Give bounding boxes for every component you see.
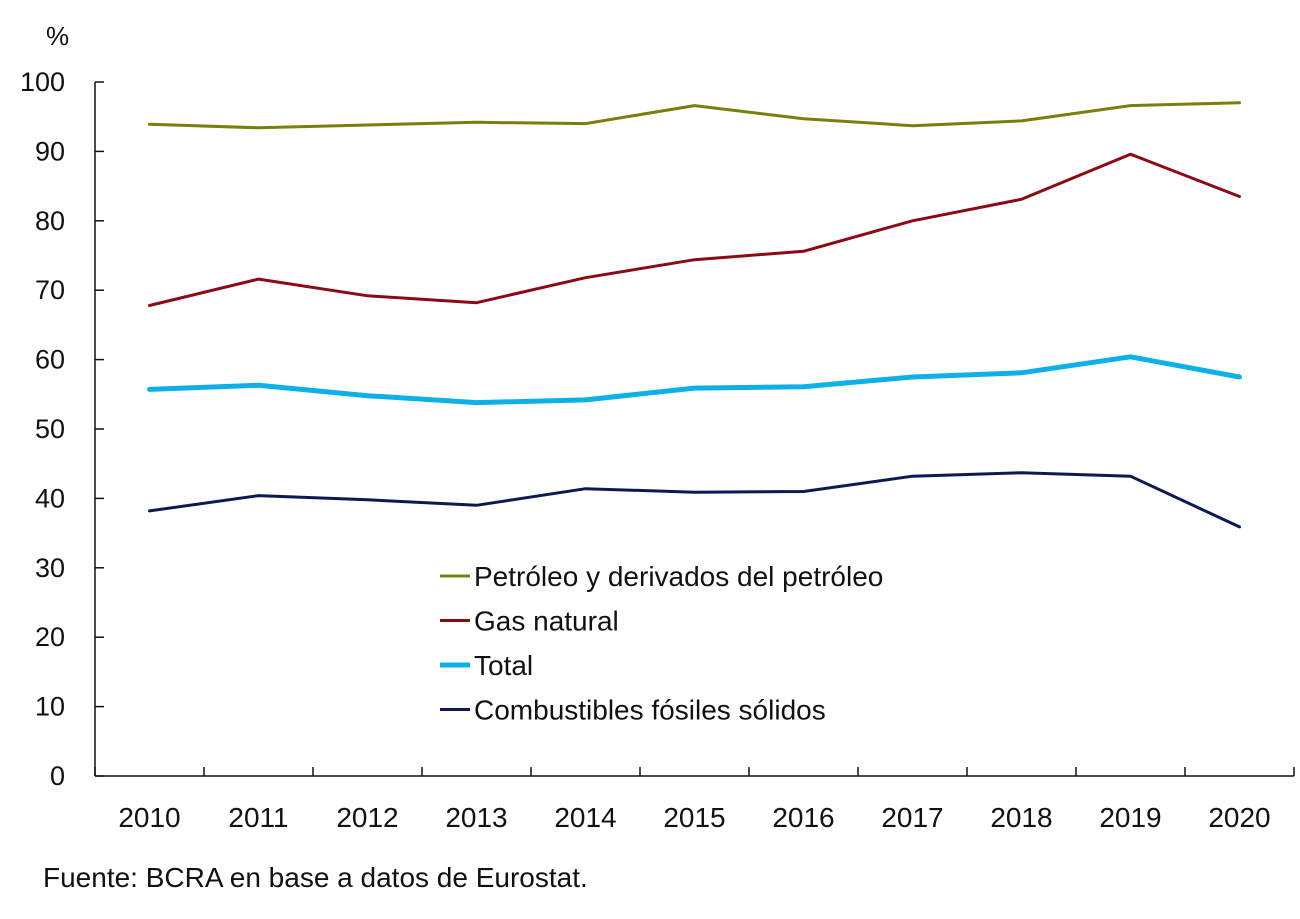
y-tick-label: 50: [35, 414, 65, 444]
axes: [94, 82, 1294, 777]
y-tick-label: 80: [35, 206, 65, 236]
series-lines: [147, 101, 1242, 529]
legend-label: Combustibles fósiles sólidos: [474, 695, 826, 726]
y-tick-label: 30: [35, 553, 65, 583]
x-tick-label: 2013: [445, 802, 507, 833]
x-tick-label: 2012: [336, 802, 398, 833]
y-tick-label: 20: [35, 622, 65, 652]
series-line: [148, 152, 1241, 307]
x-axis-ticks: 2010 2011 2012 2013 2014 2015 2016 2017 2018 2019…: [94, 767, 1295, 833]
y-tick-label: 60: [35, 345, 65, 375]
series-line: [148, 471, 1241, 529]
y-tick-label: 0: [50, 761, 65, 791]
y-tick-label: 70: [35, 275, 65, 305]
x-tick-label: 2019: [1099, 802, 1161, 833]
x-tick-label: 2016: [772, 802, 834, 833]
x-tick-label: 2018: [990, 802, 1052, 833]
y-tick-label: 100: [20, 67, 65, 97]
x-tick-label: 2014: [554, 802, 616, 833]
series-line: [147, 354, 1242, 406]
legend-label: Petróleo y derivados del petróleo: [474, 561, 883, 592]
legend: Petróleo y derivados del petróleo Gas nat…: [440, 561, 883, 726]
y-tick-label: 90: [35, 136, 65, 166]
x-tick-label: 2015: [663, 802, 725, 833]
x-tick-label: 2017: [881, 802, 943, 833]
legend-label: Gas natural: [474, 606, 619, 637]
y-tick-label: 40: [35, 483, 65, 513]
legend-label: Total: [474, 650, 533, 681]
series-line: [148, 101, 1241, 130]
x-tick-label: 2010: [118, 802, 180, 833]
y-axis-unit-label: %: [46, 21, 69, 51]
y-axis-ticks: 0 10 20 30 40 50 60 70 80 90 100: [20, 67, 104, 791]
x-tick-label: 2011: [228, 802, 288, 833]
x-tick-label: 2020: [1208, 802, 1270, 833]
y-tick-label: 10: [35, 692, 65, 722]
source-note: Fuente: BCRA en base a datos de Eurostat…: [43, 862, 588, 893]
